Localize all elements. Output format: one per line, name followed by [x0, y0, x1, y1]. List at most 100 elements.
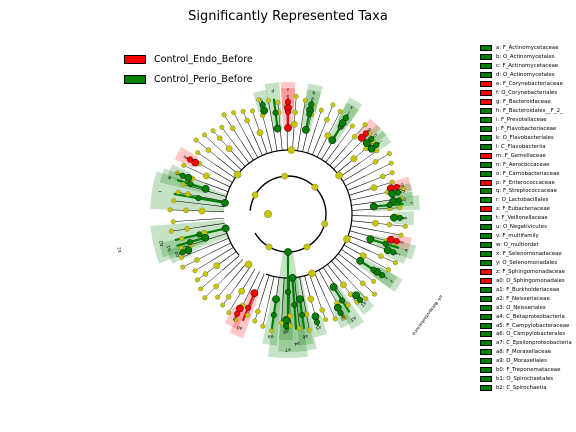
clade-label: z — [232, 315, 237, 321]
leaf-node — [372, 291, 378, 297]
leaf-branch — [315, 110, 322, 129]
leaf-branch — [277, 102, 281, 129]
branch — [261, 275, 270, 301]
taxa-legend-swatch — [480, 188, 492, 195]
taxa-legend-label: a6: O_Campylobacterales — [496, 331, 566, 338]
clade-node — [386, 202, 393, 209]
leaf-node — [362, 122, 368, 128]
clade-node — [396, 197, 403, 204]
outer-clade-label: b2 — [116, 246, 122, 253]
clade-node — [236, 304, 244, 313]
branch — [241, 141, 254, 161]
taxa-legend-label: b1: O_Spirochaetales — [496, 376, 554, 383]
clade-node — [273, 124, 282, 133]
phylum-ring — [249, 175, 327, 253]
taxa-legend-swatch — [480, 161, 492, 168]
genus-node — [324, 116, 330, 123]
branch — [265, 128, 273, 153]
clade-label: k — [349, 105, 355, 112]
branch — [202, 210, 225, 213]
taxa-legend-entry: x: F_Selenomonadaceae — [480, 250, 572, 259]
taxa-legend-entry: j: F_Flavobacteriaceae — [480, 124, 572, 133]
taxa-legend-label: n: F_Aerococcaceae — [496, 161, 550, 168]
family-node — [350, 155, 358, 163]
leaf-node — [386, 267, 392, 273]
branch — [230, 262, 247, 282]
clade-node — [373, 142, 380, 149]
taxa-legend-label: s: F_Eubacteriaceae — [496, 206, 550, 213]
branch — [348, 235, 371, 245]
clade-label: b — [312, 90, 316, 96]
family-node — [307, 295, 315, 303]
clade-label: l — [157, 190, 163, 192]
branch — [318, 269, 331, 292]
clade-label: t — [395, 252, 401, 256]
branch — [211, 242, 232, 254]
leaf-branch — [204, 134, 226, 156]
taxa-legend-label: b0: F_Treponemataceae — [496, 367, 561, 374]
taxa-legend-entry: n: F_Aerococcaceae — [480, 160, 572, 169]
taxa-legend-swatch — [480, 90, 492, 97]
genus-node — [378, 253, 384, 259]
clade-label: a5 — [315, 324, 322, 331]
leaf-node — [332, 316, 338, 322]
taxa-legend-swatch — [480, 251, 492, 258]
taxa-legend-swatch — [480, 134, 492, 141]
taxa-legend-label: k: O_Flavobacteriales — [496, 134, 554, 141]
group-legend: Control_Endo_Before Control_Perio_Before — [124, 51, 253, 91]
taxa-legend-swatch — [480, 54, 492, 61]
clade-node — [283, 322, 290, 329]
taxa-legend-label: w: O_multiorder — [496, 242, 539, 249]
branch — [211, 247, 234, 262]
taxa-legend-entry: m: F_Gemellaceae — [480, 151, 572, 160]
leaf-node — [260, 323, 266, 329]
clade-node — [394, 189, 401, 196]
family-node — [290, 120, 298, 128]
leaf-branch — [173, 219, 199, 222]
clade-node — [362, 130, 369, 137]
leaf-branch — [359, 150, 377, 164]
node-layer — [167, 93, 408, 334]
family-node — [370, 184, 378, 192]
taxa-legend-entry: a7: C_Epsilonproteobacteria — [480, 339, 572, 348]
branch — [237, 265, 251, 285]
clade-node — [378, 271, 385, 278]
taxa-legend-swatch — [480, 116, 492, 123]
clade-node — [393, 183, 400, 190]
branch — [206, 175, 231, 188]
clade-highlight — [264, 82, 283, 130]
leaf-node — [180, 264, 186, 270]
taxa-legend-entry: s: F_Eubacteriaceae — [480, 205, 572, 214]
clade-node — [339, 297, 346, 304]
branch — [346, 240, 371, 252]
clade-node — [352, 291, 360, 300]
leaf-node — [265, 98, 271, 104]
leaf-node — [397, 205, 403, 211]
clade-node — [272, 109, 279, 116]
leaf-branch — [222, 283, 239, 306]
taxa-legend-entry: b: O_Actinomycetales — [480, 53, 572, 62]
leaf-node — [215, 294, 221, 300]
taxa-legend-entry: a0: O_Sphingomonadales — [480, 276, 572, 285]
leaf-node — [275, 100, 281, 105]
leaf-branch — [358, 269, 374, 282]
leaf-node — [174, 170, 180, 176]
branch — [279, 128, 283, 151]
phylum-node — [311, 183, 319, 191]
taxa-legend-entry: q: F_Streptococcaceae — [480, 187, 572, 196]
leaf-branch — [197, 152, 216, 165]
clade-label: d — [271, 88, 275, 94]
leaf-node — [349, 123, 355, 129]
genus-node — [183, 207, 189, 214]
family-node — [372, 219, 379, 227]
clade-node — [201, 233, 210, 242]
leaf-branch — [300, 100, 306, 130]
class-node — [244, 260, 253, 269]
clade-node — [260, 106, 269, 115]
leaf-branch — [200, 269, 223, 290]
taxa-legend-entry: a4: C_Betaproteobacteria — [480, 312, 572, 321]
clade-label: a0 — [236, 324, 244, 332]
taxa-legend-label: j: F_Flavobacteriaceae — [496, 125, 557, 132]
leaf-node — [269, 328, 275, 334]
leaf-branch — [316, 294, 326, 320]
